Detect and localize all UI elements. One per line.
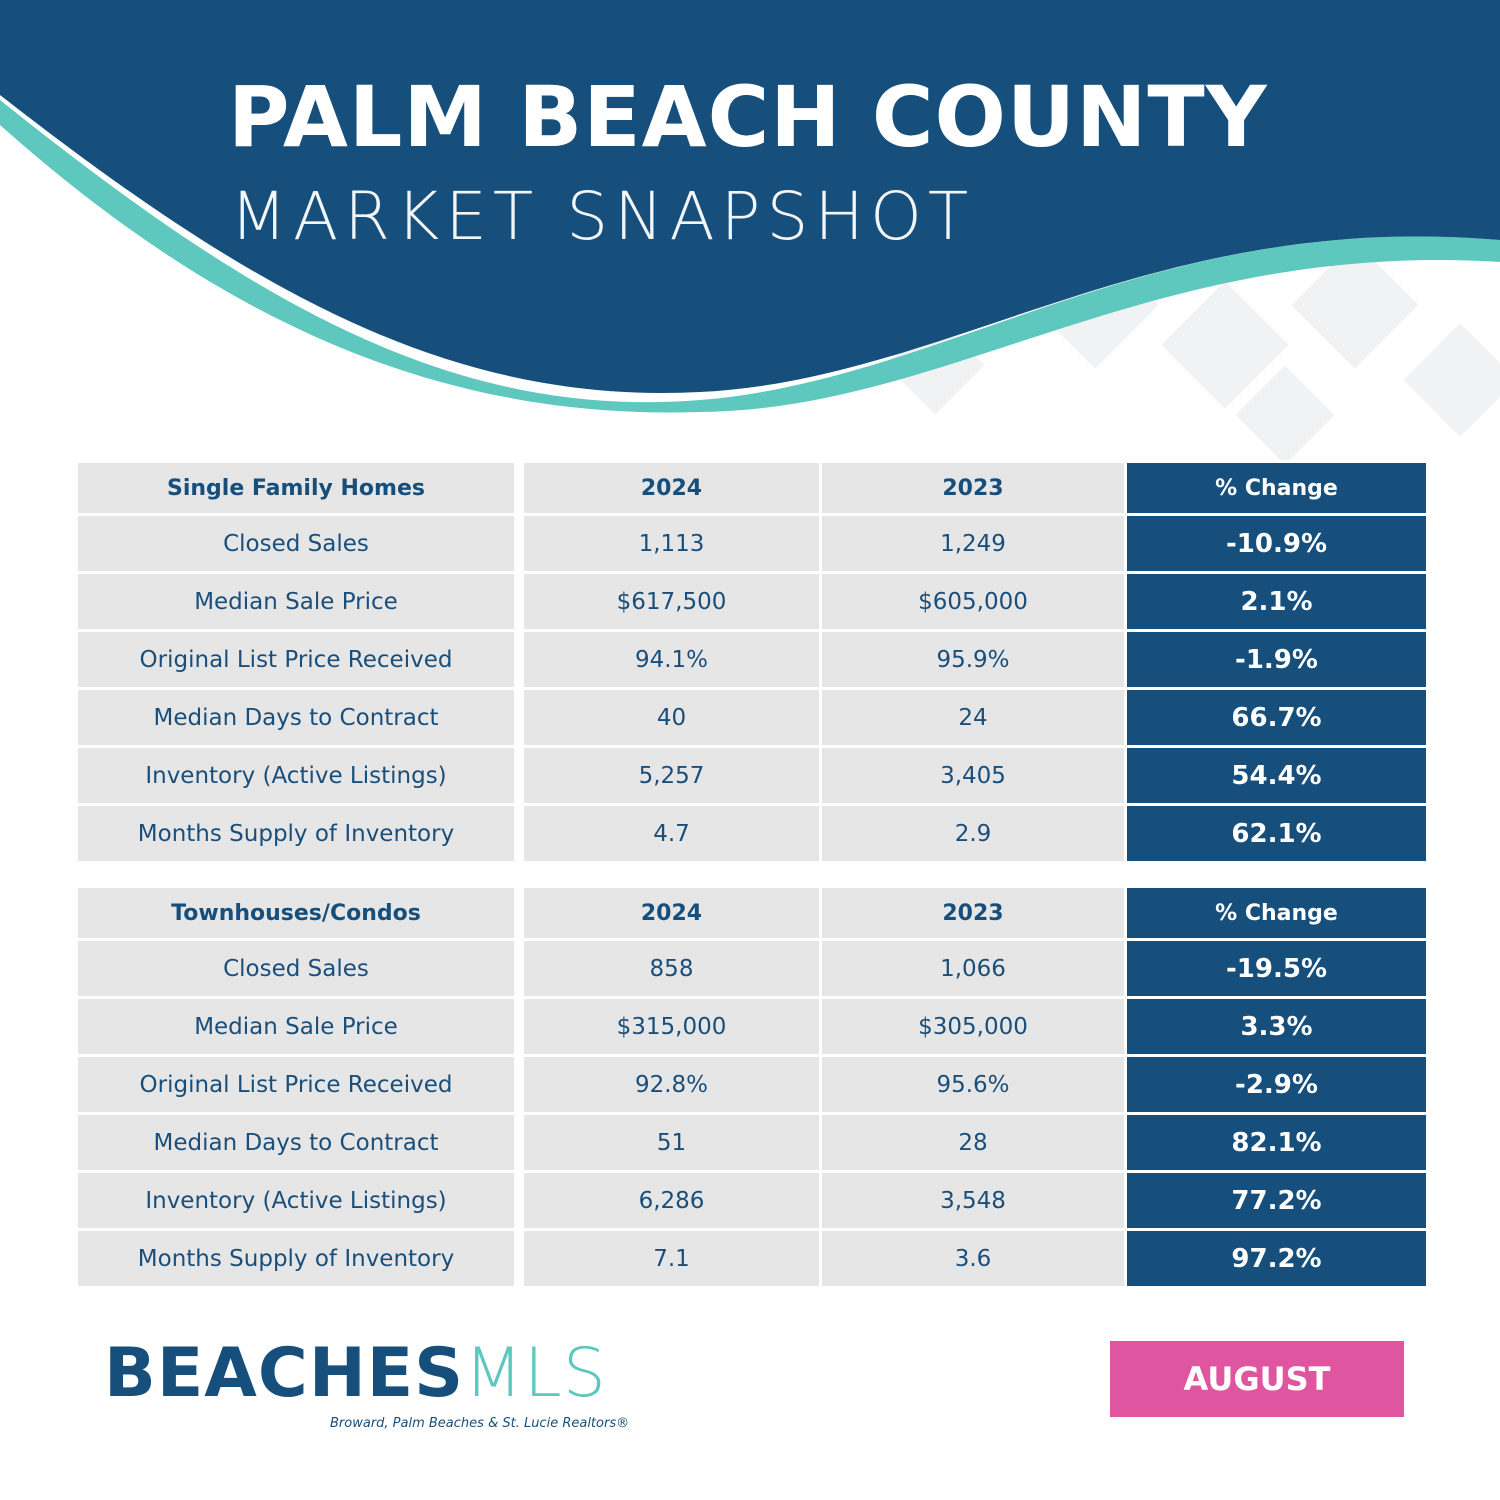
column-header: 2023: [822, 888, 1124, 938]
diamond-pattern: [885, 241, 1500, 460]
value-2024: 51: [524, 1115, 819, 1170]
column-header: Townhouses/Condos: [78, 888, 514, 938]
table-row: Closed Sales 858 1,066 -19.5%: [78, 941, 1427, 996]
table-row: Months Supply of Inventory 4.7 2.9 62.1%: [78, 806, 1427, 861]
page-title: PALM BEACH COUNTY: [228, 68, 1268, 166]
metric-label: Median Sale Price: [78, 999, 514, 1054]
logo-text-beaches: BEACHES: [104, 1334, 465, 1413]
column-header: 2024: [524, 463, 819, 513]
single-family-table: Single Family Homes 2024 2023% Change Close…: [78, 463, 1427, 864]
table-header-row: Townhouses/Condos 2024 2023% Change: [78, 888, 1427, 938]
value-2024: 92.8%: [524, 1057, 819, 1112]
percent-change: -1.9%: [1127, 632, 1426, 687]
value-2023: 3,405: [822, 748, 1124, 803]
table-row: Inventory (Active Listings) 6,286 3,548 77.…: [78, 1173, 1427, 1228]
column-header: Single Family Homes: [78, 463, 514, 513]
townhouse-condo-table: Townhouses/Condos 2024 2023% Change Closed …: [78, 888, 1427, 1289]
logo-tagline: Broward, Palm Beaches & St. Lucie Realto…: [330, 1416, 630, 1431]
percent-change: 2.1%: [1127, 574, 1426, 629]
metric-label: Median Sale Price: [78, 574, 514, 629]
value-2024: 40: [524, 690, 819, 745]
value-2023: 1,066: [822, 941, 1124, 996]
value-2023: 3.6: [822, 1231, 1124, 1286]
value-2023: 95.6%: [822, 1057, 1124, 1112]
value-2023: $305,000: [822, 999, 1124, 1054]
table-row: Inventory (Active Listings) 5,257 3,405 54.…: [78, 748, 1427, 803]
value-2024: 4.7: [524, 806, 819, 861]
percent-change: -10.9%: [1127, 516, 1426, 571]
column-header: % Change: [1127, 463, 1426, 513]
percent-change: 82.1%: [1127, 1115, 1426, 1170]
value-2024: 858: [524, 941, 819, 996]
metric-label: Median Days to Contract: [78, 1115, 514, 1170]
metric-label: Closed Sales: [78, 941, 514, 996]
value-2024: $315,000: [524, 999, 819, 1054]
metric-label: Original List Price Received: [78, 632, 514, 687]
percent-change: 62.1%: [1127, 806, 1426, 861]
value-2023: 28: [822, 1115, 1124, 1170]
percent-change: -2.9%: [1127, 1057, 1426, 1112]
metric-label: Original List Price Received: [78, 1057, 514, 1112]
metric-label: Inventory (Active Listings): [78, 1173, 514, 1228]
metric-label: Closed Sales: [78, 516, 514, 571]
month-badge: AUGUST: [1110, 1341, 1404, 1417]
table-row: Original List Price Received 94.1% 95.9% -1…: [78, 632, 1427, 687]
column-header: 2024: [524, 888, 819, 938]
column-header: % Change: [1127, 888, 1426, 938]
table-header-row: Single Family Homes 2024 2023% Change: [78, 463, 1427, 513]
percent-change: 3.3%: [1127, 999, 1426, 1054]
metric-label: Months Supply of Inventory: [78, 1231, 514, 1286]
value-2023: 1,249: [822, 516, 1124, 571]
column-header: 2023: [822, 463, 1124, 513]
value-2024: 94.1%: [524, 632, 819, 687]
value-2024: $617,500: [524, 574, 819, 629]
percent-change: 97.2%: [1127, 1231, 1426, 1286]
value-2023: 3,548: [822, 1173, 1124, 1228]
value-2024: 1,113: [524, 516, 819, 571]
table-row: Median Sale Price $315,000 $305,000 3.3%: [78, 999, 1427, 1054]
percent-change: 54.4%: [1127, 748, 1426, 803]
header-wave-background: [0, 0, 1500, 460]
value-2024: 7.1: [524, 1231, 819, 1286]
value-2024: 5,257: [524, 748, 819, 803]
percent-change: 66.7%: [1127, 690, 1426, 745]
table-row: Median Days to Contract 51 28 82.1%: [78, 1115, 1427, 1170]
metric-label: Inventory (Active Listings): [78, 748, 514, 803]
table-row: Closed Sales 1,113 1,249 -10.9%: [78, 516, 1427, 571]
value-2024: 6,286: [524, 1173, 819, 1228]
percent-change: 77.2%: [1127, 1173, 1426, 1228]
table-row: Original List Price Received 92.8% 95.6% -2…: [78, 1057, 1427, 1112]
metric-label: Months Supply of Inventory: [78, 806, 514, 861]
value-2023: 2.9: [822, 806, 1124, 861]
logo-text-mls: MLS: [464, 1334, 607, 1413]
table-row: Median Sale Price $617,500 $605,000 2.1%: [78, 574, 1427, 629]
page-subtitle: MARKET SNAPSHOT: [230, 178, 975, 255]
table-row: Months Supply of Inventory 7.1 3.6 97.2%: [78, 1231, 1427, 1286]
value-2023: 95.9%: [822, 632, 1124, 687]
table-row: Median Days to Contract 40 24 66.7%: [78, 690, 1427, 745]
value-2023: $605,000: [822, 574, 1124, 629]
percent-change: -19.5%: [1127, 941, 1426, 996]
beaches-mls-logo: BEACHESMLS Broward, Palm Beaches & St. L…: [104, 1340, 629, 1432]
value-2023: 24: [822, 690, 1124, 745]
metric-label: Median Days to Contract: [78, 690, 514, 745]
